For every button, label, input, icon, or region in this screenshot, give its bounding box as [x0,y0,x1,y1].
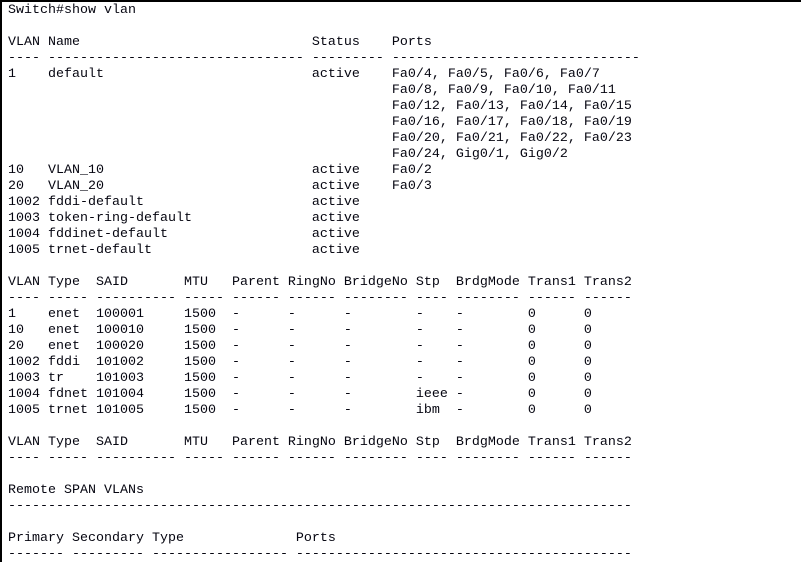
cli-terminal-screen[interactable]: Switch#show vlan VLAN Name Status Ports … [0,0,801,562]
terminal-output: Switch#show vlan VLAN Name Status Ports … [8,3,640,562]
